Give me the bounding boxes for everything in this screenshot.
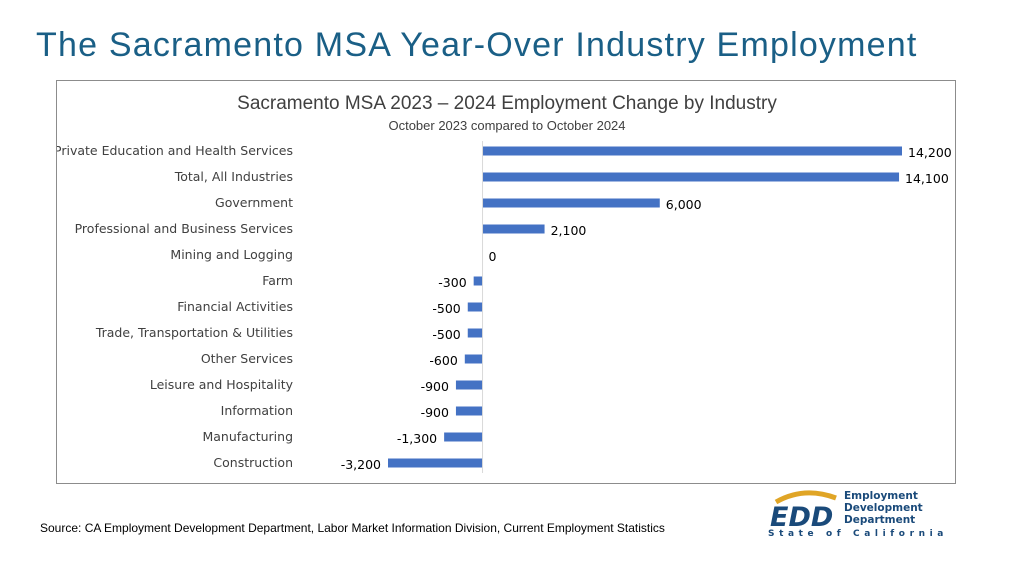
category-label: Private Education and Health Services	[57, 143, 293, 158]
category-label: Trade, Transportation & Utilities	[95, 325, 293, 340]
data-label: -900	[421, 405, 449, 420]
data-label: -900	[421, 379, 449, 394]
source-note: Source: CA Employment Development Depart…	[40, 521, 665, 535]
category-label: Financial Activities	[177, 299, 293, 314]
data-label: -1,300	[397, 431, 437, 446]
data-label: 6,000	[666, 197, 702, 212]
bar	[388, 458, 483, 468]
chart-subtitle: October 2023 compared to October 2024	[388, 118, 626, 133]
data-label: 14,100	[905, 171, 949, 186]
bar	[464, 354, 483, 364]
category-label: Manufacturing	[202, 429, 293, 444]
bar	[482, 224, 545, 234]
bar	[455, 406, 483, 416]
data-label: -600	[429, 353, 457, 368]
data-label: -500	[432, 327, 460, 342]
category-label: Government	[215, 195, 293, 210]
data-label: 0	[489, 249, 497, 264]
bar	[482, 146, 902, 156]
chart-container: Sacramento MSA 2023 – 2024 Employment Ch…	[56, 80, 956, 484]
category-label: Other Services	[201, 351, 293, 366]
data-label: -3,200	[341, 457, 381, 472]
category-label: Leisure and Hospitality	[150, 377, 294, 392]
data-label: -500	[432, 301, 460, 316]
logo-line-employment: Employment	[844, 490, 918, 502]
bar	[455, 380, 483, 390]
data-label: 14,200	[908, 145, 952, 160]
logo-state-text: State of California	[768, 529, 948, 539]
bar-chart-plot: Private Education and Health Services 14,…	[57, 141, 952, 473]
logo-line-development: Development	[844, 502, 923, 514]
svg-text:EDD: EDD	[770, 502, 833, 530]
category-label: Total, All Industries	[174, 169, 293, 184]
data-label: -300	[438, 275, 466, 290]
category-label: Farm	[262, 273, 293, 288]
category-label: Construction	[213, 455, 293, 470]
category-label: Professional and Business Services	[75, 221, 293, 236]
edd-logo-mark: EDD	[770, 490, 837, 530]
chart-title: Sacramento MSA 2023 – 2024 Employment Ch…	[237, 93, 777, 114]
bar	[467, 302, 483, 312]
edd-logo: EDD Employment Development Department St…	[768, 488, 948, 544]
page-title: The Sacramento MSA Year-Over Industry Em…	[36, 26, 918, 64]
bar	[482, 172, 900, 182]
data-label: 2,100	[551, 223, 587, 238]
category-label: Mining and Logging	[170, 247, 293, 262]
edd-logo-wordmark: Employment Development Department	[844, 490, 923, 526]
logo-line-department: Department	[844, 514, 916, 526]
bar	[467, 328, 483, 338]
bar	[444, 432, 483, 442]
bar	[473, 276, 483, 286]
category-label: Information	[221, 403, 293, 418]
bar	[482, 198, 660, 208]
